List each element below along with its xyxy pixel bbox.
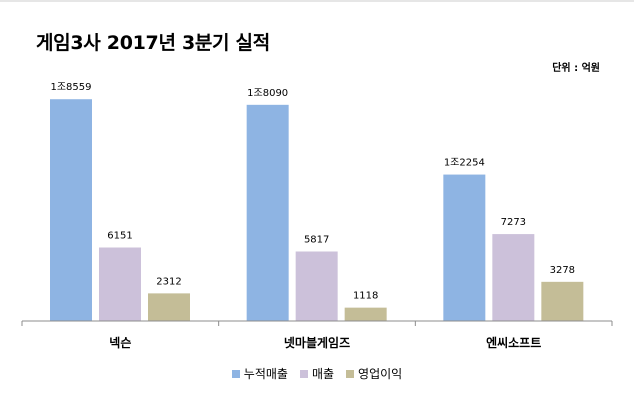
chart-title: 게임3사 2017년 3분기 실적 <box>36 32 270 54</box>
legend-swatch-2 <box>346 369 355 378</box>
bar-0-0 <box>50 99 92 322</box>
legend-item-cumulative-revenue: 누적매출 <box>231 365 288 382</box>
legend-label-1: 매출 <box>311 367 335 381</box>
bar-1-1 <box>295 251 338 321</box>
bar-2-2 <box>541 281 584 321</box>
top-divider <box>0 0 634 2</box>
data-label-1-1: 5817 <box>304 234 329 245</box>
bar-1-2 <box>344 307 387 321</box>
category-label-2: 엔씨소프트 <box>486 335 541 350</box>
data-label-0-0: 1조8559 <box>50 82 91 93</box>
bar-0-2 <box>148 293 190 321</box>
legend-label-0: 누적매출 <box>243 367 288 381</box>
legend-swatch-1 <box>299 369 308 378</box>
data-label-2-2: 3278 <box>550 265 575 276</box>
data-label-1-2: 1118 <box>353 291 378 302</box>
category-label-1: 넷마블게임즈 <box>284 335 350 350</box>
bar-2-0 <box>443 174 486 321</box>
bar-1-0 <box>246 104 289 322</box>
data-label-1-0: 1조8090 <box>247 88 288 99</box>
bar-2-1 <box>492 234 535 321</box>
category-label-0: 넥슨 <box>109 336 131 350</box>
legend-item-operating-profit: 영업이익 <box>346 365 402 382</box>
unit-label: 단위 : 억원 <box>552 63 600 74</box>
legend-swatch-0 <box>231 369 240 378</box>
legend: 누적매출 매출 영업이익 <box>0 365 634 382</box>
data-label-0-1: 6151 <box>107 230 132 241</box>
bar-0-1 <box>99 247 141 321</box>
legend-label-2: 영업이익 <box>358 367 403 381</box>
data-label-2-1: 7273 <box>501 217 526 228</box>
data-label-0-2: 2312 <box>156 276 181 287</box>
data-label-2-0: 1조2254 <box>444 158 485 169</box>
legend-item-revenue: 매출 <box>299 365 335 382</box>
